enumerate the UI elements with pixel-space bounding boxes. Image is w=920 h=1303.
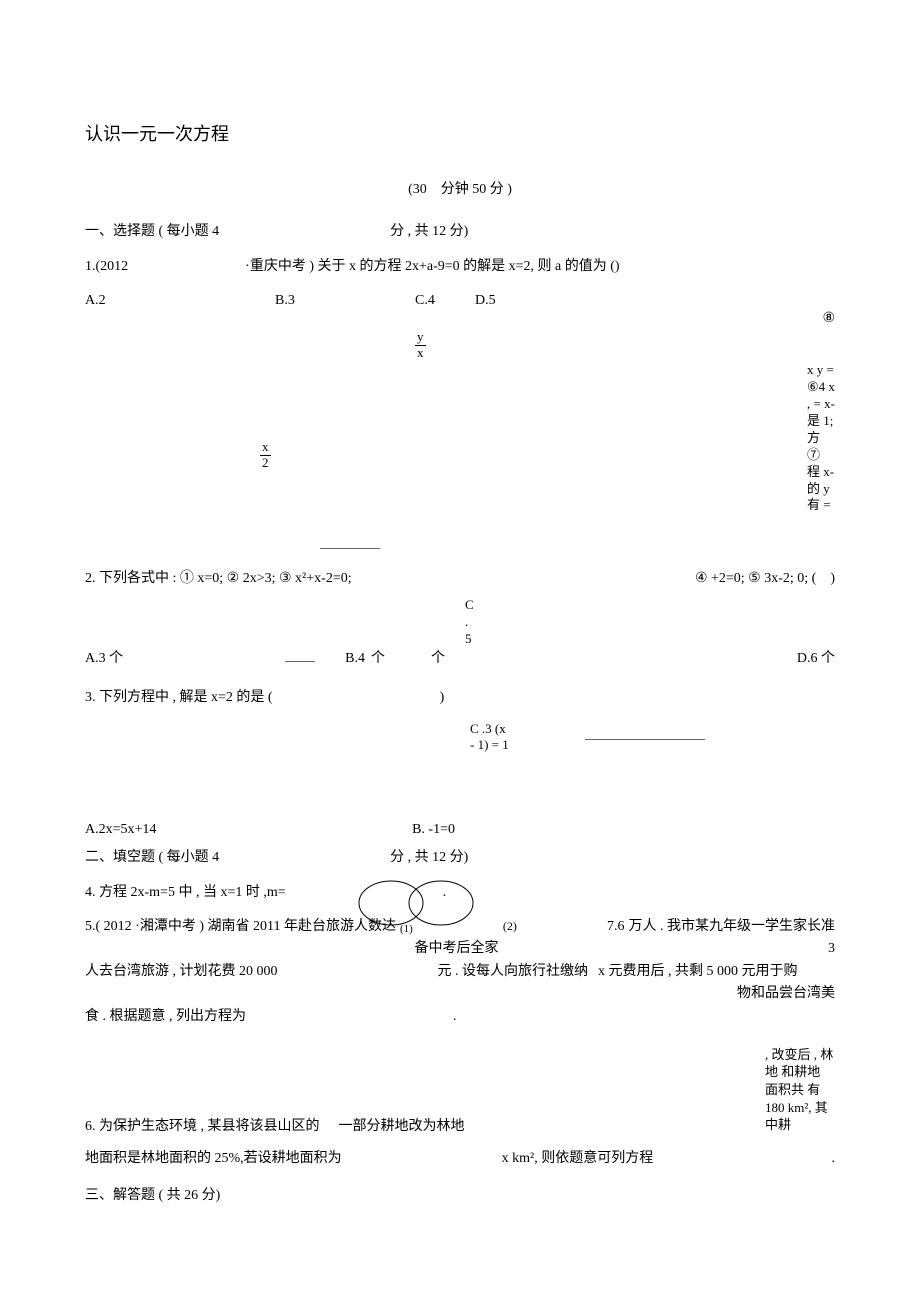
q1-opt-a: A.2 xyxy=(85,290,275,312)
q3-opt-a: A.2x=5x+14 xyxy=(85,819,335,841)
section-2-header: 二、填空题 ( 每小题 4 分 , 共 12 分) xyxy=(85,847,835,869)
fraction-y-over-x: y x xyxy=(415,330,426,360)
q5-c: 万人 . 我市某九年级一学生家长准 xyxy=(629,916,836,938)
stray-underline xyxy=(320,548,380,549)
section-1-label: 一、选择题 ( 每小题 4 xyxy=(85,221,219,243)
q1-opt-b: B.3 xyxy=(275,290,415,312)
q5-d: 备中考后全家 xyxy=(415,938,499,960)
q5-venn2: (2) xyxy=(503,917,517,936)
q2-opt-b: B.4 xyxy=(315,648,371,670)
q5-b: 7.6 xyxy=(607,916,625,938)
q2-c-1: C xyxy=(465,597,505,614)
q2-opt-b-suffix: 个 xyxy=(371,648,431,670)
question-4: 4. 方程 2x-m=5 中 , 当 x=1 时 ,m= . xyxy=(85,882,835,904)
q5-f: 人去台湾旅游 , 计划花费 20 000 xyxy=(85,961,278,983)
question-5: 5.( 2012 ·湘潭中考 ) 湖南省 2011 年赴台旅游人数达 (1) (… xyxy=(85,916,835,1028)
q2-opt-d: D.6 个 xyxy=(797,648,835,670)
fraction-x-over-2: x 2 xyxy=(260,440,271,470)
question-6: , 改变后 , 林 地 和耕地 面积共 有 180 km², 其 中耕 6. 为… xyxy=(85,1046,835,1171)
q5-a: 5.( 2012 ·湘潭中考 ) 湖南省 2011 年赴台旅游人数达 xyxy=(85,916,396,938)
section-1-header: 一、选择题 ( 每小题 4 分 , 共 12 分) xyxy=(85,221,835,243)
section-2-label: 二、填空题 ( 每小题 4 xyxy=(85,847,219,869)
frac-x2-den: 2 xyxy=(260,456,271,470)
question-2-stem: 2. 下列各式中 : ① x=0; ② 2x>3; ③ x²+x-2=0; ④ … xyxy=(85,568,835,590)
q2-left: 2. 下列各式中 : ① x=0; ② 2x>3; ③ x²+x-2=0; xyxy=(85,568,695,590)
page-title: 认识一元一次方程 xyxy=(85,120,835,149)
q6-b: 一部分耕地改为林地 xyxy=(339,1119,465,1134)
q4-stem: 4. 方程 2x-m=5 中 , 当 x=1 时 ,m= xyxy=(85,885,286,900)
question-1-options: A.2 B.3 C.4 D.5 ⑧ xyxy=(85,290,835,312)
question-3-options: C .3 (x - 1) = 1 A.2x=5x+14 B. -1=0 xyxy=(85,721,835,841)
section-2-points: 分 , 共 12 分) xyxy=(359,847,499,869)
q3-underline xyxy=(585,725,705,740)
q1-opt-c: C.4 xyxy=(415,290,475,312)
q5-h: x 元费用后 , 共剩 5 000 元用于购 xyxy=(598,961,798,983)
section-1-points: 分 , 共 12 分) xyxy=(359,221,499,243)
q5-g: 元 . 设每人向旅行社缴纳 xyxy=(438,961,589,983)
frac-yx-den: x xyxy=(415,346,426,360)
venn-diagram-icon xyxy=(351,878,481,928)
question-3-stem: 3. 下列方程中 , 解是 x=2 的是 ( ) xyxy=(85,687,835,709)
q1-stem-a: 1.(2012 xyxy=(85,259,128,274)
q1-stem-b: ·重庆中考 ) 关于 x 的方程 2x+a-9=0 的解是 x=2, 则 a 的… xyxy=(245,259,619,274)
q6-a: 6. 为保护生态环境 , 某县将该县山区的 xyxy=(85,1119,320,1134)
question-2-options: C . 5 xyxy=(85,597,835,648)
q2-opt-c-col: C . 5 xyxy=(465,597,505,648)
q2-opt-c-bottom: 个 xyxy=(431,648,471,670)
q5-i: 物和品尝台湾美 xyxy=(737,986,835,1001)
q5-j: 食 . 根据题意 , 列出方程为 xyxy=(85,1009,246,1024)
q6-right-block: , 改变后 , 林 地 和耕地 面积共 有 180 km², 其 中耕 xyxy=(765,1046,835,1134)
time-score-subtitle: (30 分钟 50 分 ) xyxy=(85,179,835,201)
q5-k: . xyxy=(453,1009,457,1024)
q2-c-3: 5 xyxy=(465,631,505,648)
q3-opt-b: B. -1=0 xyxy=(335,819,455,841)
question-2-options-row2: A.3 个 B.4 个 个 D.6 个 xyxy=(85,647,835,670)
q6-e: . xyxy=(832,1148,836,1170)
q6-d: x km², 则依题意可列方程 xyxy=(502,1148,654,1170)
question-1-stem: 1.(2012 ·重庆中考 ) 关于 x 的方程 2x+a-9=0 的解是 x=… xyxy=(85,256,835,278)
q6-c: 地面积是林地面积的 25%,若设耕地面积为 xyxy=(85,1148,342,1170)
q2-underline xyxy=(285,647,315,662)
q2-right: ④ +2=0; ⑤ 3x-2; 0; ( ) xyxy=(695,568,835,590)
q5-e: 3 xyxy=(828,938,835,960)
q1-opt-d: D.5 xyxy=(475,290,535,312)
right-vertical-text: x y = ⑥4 x , = x- 是 1; 方 ⑦ 程 x- 的 y 有 = xyxy=(807,362,835,514)
q3-stem-close: ) xyxy=(440,690,445,705)
q3-opt-c-col: C .3 (x - 1) = 1 xyxy=(470,721,510,754)
q2-opt-a: A.3 个 xyxy=(85,648,285,670)
q3-stem-text: 3. 下列方程中 , 解是 x=2 的是 ( xyxy=(85,690,273,705)
section-3-header: 三、解答题 ( 共 26 分) xyxy=(85,1185,835,1207)
frac-x2-num: x xyxy=(260,440,271,455)
q2-c-2: . xyxy=(465,614,505,631)
scrambled-block: y x x 2 x y = ⑥4 x , = x- 是 1; 方 ⑦ 程 x- … xyxy=(85,322,835,562)
frac-yx-num: y xyxy=(415,330,426,345)
